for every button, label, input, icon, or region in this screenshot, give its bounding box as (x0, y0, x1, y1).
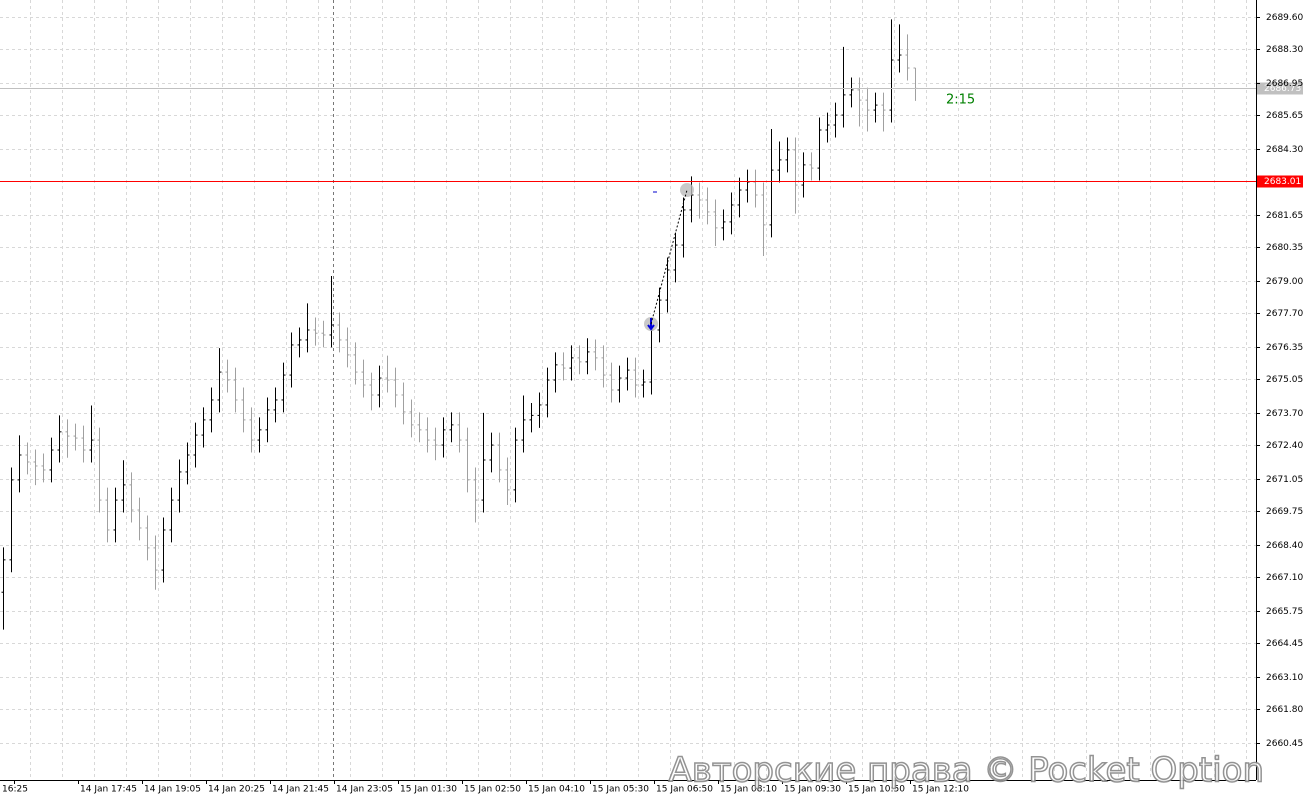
bars (1, 19, 918, 630)
price-label: 2686.73 (1264, 84, 1301, 94)
vertical-grid (30, 0, 1247, 780)
trade-marker (680, 183, 694, 197)
y-tick-label: 2686.95 (1266, 79, 1303, 89)
x-tick-label: 14 Jan 19:05 (144, 785, 201, 795)
y-tick-label: 2665.75 (1266, 607, 1303, 617)
x-tick-label: 15 Jan 02:50 (464, 785, 521, 795)
x-tick-label: 14 Jan 23:05 (336, 785, 393, 795)
price-label-box (1257, 175, 1303, 188)
x-tick-label: 14 Jan 21:45 (272, 785, 329, 795)
y-tick-label: 2669.75 (1266, 507, 1303, 517)
x-tick-label: 15 Jan 09:30 (784, 785, 841, 795)
y-tick-label: 2664.45 (1266, 639, 1303, 649)
y-tick-label: 2679.00 (1266, 277, 1303, 287)
y-tick-label: 2660.45 (1266, 739, 1303, 749)
price-lines: 2686.73 2683.01 (0, 82, 1303, 188)
y-tick-label: 2676.35 (1266, 343, 1303, 353)
y-tick-label: 2680.35 (1266, 243, 1303, 253)
x-tick-label: 15 Jan 06:50 (656, 785, 713, 795)
x-tick-label: 15 Jan 12:10 (912, 785, 969, 795)
x-tick-label: 15 Jan 10:50 (848, 785, 905, 795)
y-tick-label: 2681.65 (1266, 211, 1303, 221)
y-tick-label: 2667.10 (1266, 573, 1303, 583)
price-label: 2683.01 (1264, 177, 1301, 187)
horizontal-grid (0, 17, 1256, 744)
x-tick-label: 14 Jan 17:45 (80, 785, 137, 795)
x-tick-label: 14 Jan 20:25 (208, 785, 265, 795)
x-tick-label: 15 Jan 05:30 (592, 785, 649, 795)
y-tick-labels: 2689.60 2688.30 2686.95 2685.65 2684.30 2681.… (1256, 13, 1303, 749)
y-tick-label: 2671.05 (1266, 475, 1303, 485)
y-tick-label: 2684.30 (1266, 145, 1303, 155)
y-tick-label: 2663.10 (1266, 673, 1303, 683)
y-tick-label: 2672.40 (1266, 441, 1303, 451)
y-tick-label: 2675.05 (1266, 375, 1303, 385)
x-tick-label: 15 Jan 01:30 (400, 785, 457, 795)
y-tick-label: 2673.70 (1266, 409, 1303, 419)
y-tick-label: 2685.65 (1266, 111, 1303, 121)
x-tick-label: 15 Jan 04:10 (528, 785, 585, 795)
x-tick-label: 16:25 (2, 785, 28, 795)
y-tick-label: 2677.70 (1266, 309, 1303, 319)
x-tick-labels: 16:25 14 Jan 17:45 14 Jan 19:05 14 Jan 20:2… (2, 780, 969, 795)
y-tick-label: 2689.60 (1266, 13, 1303, 23)
y-tick-label: 2668.40 (1266, 541, 1303, 551)
price-label-box (1257, 82, 1303, 95)
trade-link (650, 189, 688, 325)
watermark: Авторские права © Pocket Option (669, 751, 1264, 791)
timer: 2:15 (946, 93, 975, 108)
y-tick-label: 2688.30 (1266, 45, 1303, 55)
y-tick-label: 2661.80 (1266, 705, 1303, 715)
x-tick-label: 15 Jan 08:10 (720, 785, 777, 795)
